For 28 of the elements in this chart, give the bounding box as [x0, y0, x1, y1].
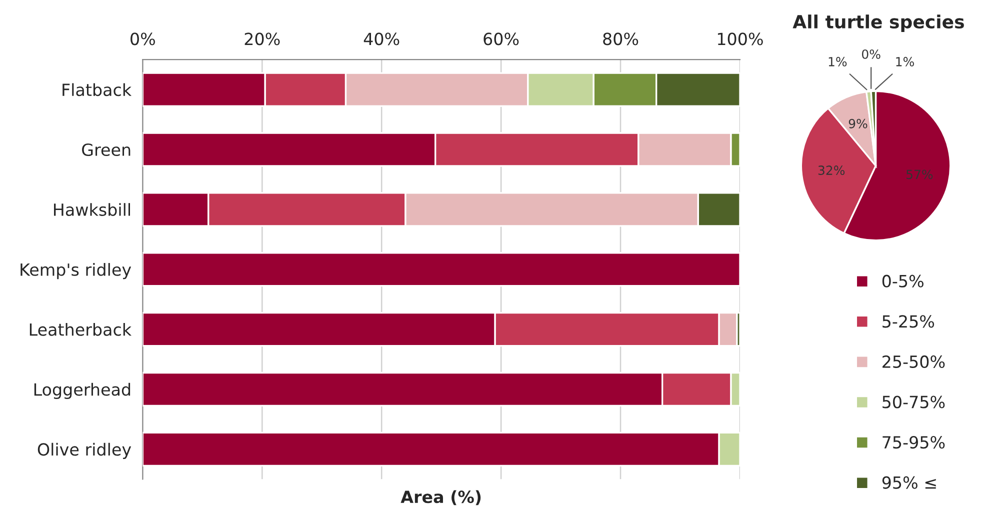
data-label: 1%	[896, 56, 914, 66]
bar	[142, 252, 740, 287]
legend-label: 0-5%	[882, 274, 924, 288]
x-tick-label: 40%	[364, 32, 400, 46]
legend-label: 5-25%	[882, 315, 934, 328]
y-tick-label: Flatback	[62, 83, 132, 96]
text: 0%	[862, 49, 880, 59]
data-label: 1%	[828, 56, 847, 66]
y-tick-label: Green	[82, 143, 130, 156]
legend-label: 75-95%	[882, 436, 945, 449]
x-tick-label: 20%	[244, 32, 280, 46]
y-tick-label: Loggerhead	[34, 382, 130, 400]
data-label: 57%	[906, 170, 933, 180]
data-label: 32%	[818, 166, 845, 175]
legend-label: 50-75%	[882, 396, 945, 408]
x-axis-title: Area (%)	[400, 490, 481, 506]
y-tick-label: Leatherback	[30, 322, 132, 336]
y-tick-label: Kemp's ridley	[20, 263, 132, 280]
x-tick-label: 0%	[130, 32, 155, 46]
legend-label: 25-50%	[882, 355, 945, 368]
data-label: 9%	[848, 118, 868, 128]
y-tick-label: Hawksbill	[54, 203, 130, 216]
x-tick-label: 80%	[603, 32, 638, 46]
legend-label: 95% ≤	[882, 476, 936, 489]
x-tick-label: 100%	[718, 32, 763, 46]
y-tick-label: Olive ridley	[38, 442, 132, 459]
chart-title: All turtle species	[792, 14, 964, 32]
x-tick-label: 60%	[484, 32, 519, 46]
